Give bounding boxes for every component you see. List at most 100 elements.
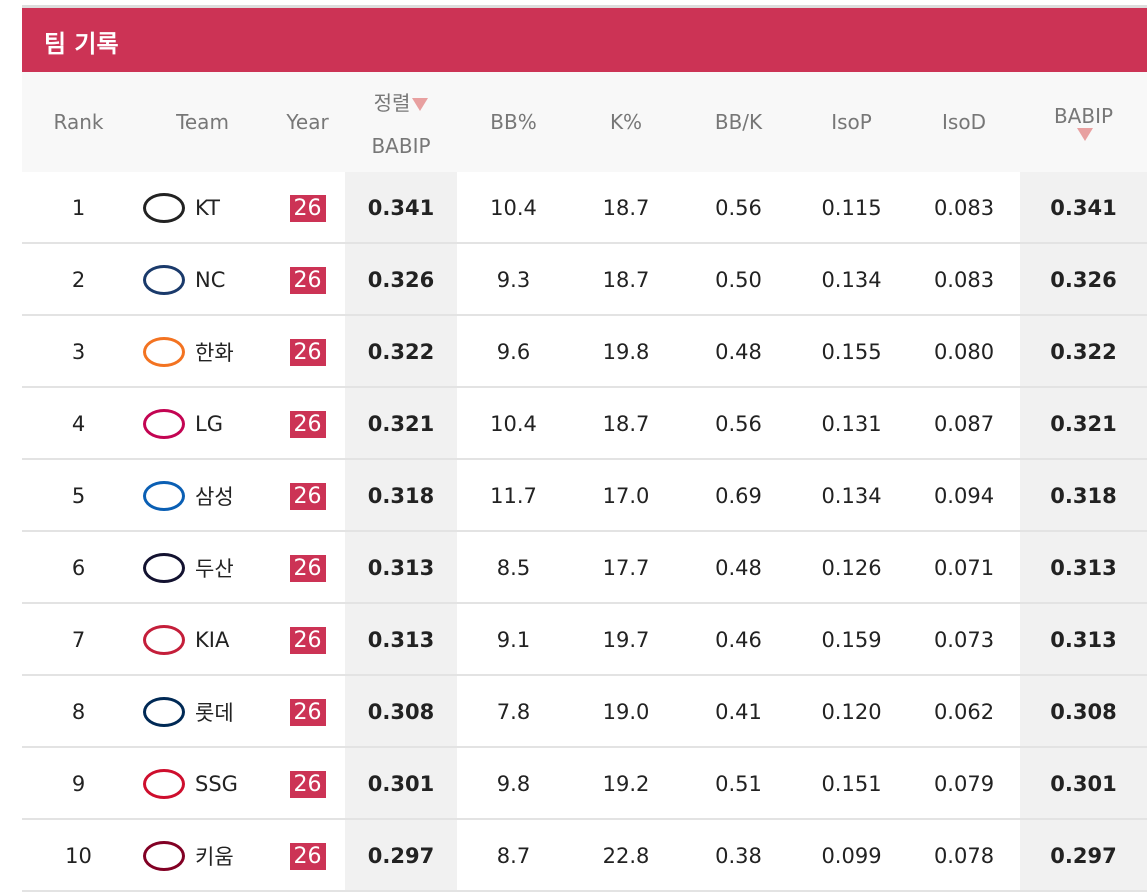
year-badge: 26 — [289, 698, 326, 726]
column-header-text: K% — [609, 110, 643, 134]
year-badge: 26 — [289, 410, 326, 438]
cell-text: 0.080 — [933, 340, 995, 364]
year-badge: 26 — [289, 338, 326, 366]
team-name: NC — [195, 268, 226, 292]
cell-text: 0.155 — [821, 340, 882, 364]
column-header-text: BB% — [490, 110, 537, 134]
team-name: LG — [195, 412, 223, 436]
cell: 0.41 — [682, 676, 795, 748]
cell: 0.083 — [908, 244, 1020, 316]
cell: 0.318 — [345, 460, 457, 532]
cell: 0.341 — [345, 172, 457, 244]
row-divider — [22, 242, 1147, 244]
cell-text: 0.308 — [367, 700, 435, 724]
cell-text: 0.078 — [933, 844, 995, 868]
cell-text: 2 — [71, 268, 86, 292]
team-logo — [143, 409, 185, 439]
cell-text: 0.322 — [1050, 340, 1117, 364]
year-badge: 26 — [289, 770, 326, 798]
column-header-text: Team — [176, 110, 229, 134]
cell-text: 0.341 — [1050, 196, 1117, 220]
column-header: BB/K — [682, 72, 795, 172]
cell: 10 — [22, 820, 135, 892]
cell: 0.159 — [795, 604, 908, 676]
cell-text: 0.38 — [715, 844, 762, 868]
cell-text: 0.326 — [1050, 268, 1117, 292]
row-divider — [22, 386, 1147, 388]
team-logo — [143, 769, 185, 799]
row-divider — [22, 674, 1147, 676]
cell: 19.0 — [570, 676, 682, 748]
cell: 0.56 — [682, 172, 795, 244]
cell-text: 0.321 — [1050, 412, 1117, 436]
cell: 1 — [22, 172, 135, 244]
cell-text: 0.326 — [367, 268, 435, 292]
cell-text: 0.308 — [1050, 700, 1117, 724]
cell: 26 — [270, 748, 345, 820]
team-name: 롯데 — [195, 701, 234, 725]
cell-text: 0.071 — [933, 556, 995, 580]
cell: 26 — [270, 172, 345, 244]
title-bar: 팀 기록 — [22, 5, 1147, 72]
cell: 18.7 — [570, 244, 682, 316]
cell-text: 19.2 — [602, 772, 650, 796]
cell: 0.321 — [345, 388, 457, 460]
cell: 0.51 — [682, 748, 795, 820]
column-header: IsoD — [908, 72, 1020, 172]
cell-text: 4 — [71, 412, 86, 436]
cell: 0.56 — [682, 388, 795, 460]
cell: 9 — [22, 748, 135, 820]
team-name: 두산 — [195, 557, 234, 581]
cell: 26 — [270, 388, 345, 460]
cell-text: 0.56 — [715, 196, 762, 220]
column-header: BB% — [457, 72, 570, 172]
cell: 26 — [270, 244, 345, 316]
column-header: IsoP — [795, 72, 908, 172]
cell-text: 0.56 — [715, 412, 762, 436]
cell: 0.313 — [1020, 604, 1147, 676]
cell: 0.131 — [795, 388, 908, 460]
cell-text: 19.8 — [602, 340, 650, 364]
cell: 0.341 — [1020, 172, 1147, 244]
cell: 3 — [22, 316, 135, 388]
cell-text: 0.083 — [933, 196, 995, 220]
cell: 5 — [22, 460, 135, 532]
row-divider — [22, 530, 1147, 532]
cell-text: 0.301 — [367, 772, 435, 796]
cell: 17.0 — [570, 460, 682, 532]
cell: 7.8 — [457, 676, 570, 748]
cell: 롯데 — [135, 676, 270, 748]
cell: 한화 — [135, 316, 270, 388]
cell-text: 0.087 — [933, 412, 995, 436]
cell: 0.078 — [908, 820, 1020, 892]
cell: 0.301 — [345, 748, 457, 820]
cell: 0.308 — [1020, 676, 1147, 748]
cell: 0.297 — [1020, 820, 1147, 892]
cell: 0.099 — [795, 820, 908, 892]
cell: 0.134 — [795, 244, 908, 316]
cell: 26 — [270, 820, 345, 892]
sort-icon — [412, 97, 429, 111]
cell-text: 0.151 — [821, 772, 882, 796]
team-logo — [143, 193, 185, 223]
cell-text: 18.7 — [602, 268, 650, 292]
cell: 26 — [270, 460, 345, 532]
cell: 8.7 — [457, 820, 570, 892]
cell-text: 0.073 — [933, 628, 995, 652]
cell: KT — [135, 172, 270, 244]
year-badge: 26 — [289, 554, 326, 582]
row-divider — [22, 314, 1147, 316]
column-header: K% — [570, 72, 682, 172]
team-logo — [143, 265, 185, 295]
cell-text: 19.7 — [602, 628, 650, 652]
cell: NC — [135, 244, 270, 316]
cell-text: 0.094 — [933, 484, 995, 508]
cell: 17.7 — [570, 532, 682, 604]
cell-text: 9.1 — [496, 628, 531, 652]
cell: 0.69 — [682, 460, 795, 532]
cell: 0.313 — [1020, 532, 1147, 604]
cell: 0.322 — [1020, 316, 1147, 388]
column-header: Rank — [22, 72, 135, 172]
cell: 0.126 — [795, 532, 908, 604]
cell: 0.38 — [682, 820, 795, 892]
